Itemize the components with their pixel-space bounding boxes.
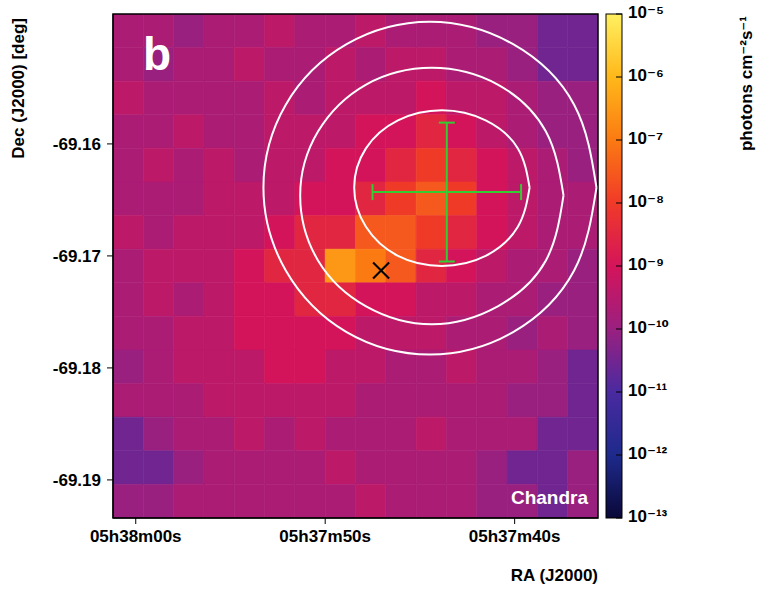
svg-text:10⁻⁹: 10⁻⁹ <box>628 255 664 274</box>
svg-text:10⁻⁶: 10⁻⁶ <box>628 66 664 85</box>
svg-text:b: b <box>143 28 171 80</box>
svg-text:05h38m00s: 05h38m00s <box>90 527 182 546</box>
svg-text:05h37m40s: 05h37m40s <box>469 527 561 546</box>
svg-text:10⁻¹⁰: 10⁻¹⁰ <box>628 318 669 337</box>
svg-text:-69.17: -69.17 <box>53 247 101 266</box>
svg-text:10⁻⁸: 10⁻⁸ <box>628 192 664 211</box>
svg-text:photons cm⁻²s⁻¹: photons cm⁻²s⁻¹ <box>737 16 756 151</box>
svg-text:Chandra: Chandra <box>511 487 589 508</box>
svg-text:-69.16: -69.16 <box>53 135 101 154</box>
svg-text:05h37m50s: 05h37m50s <box>279 527 371 546</box>
svg-text:-69.18: -69.18 <box>53 359 101 378</box>
svg-text:10⁻⁵: 10⁻⁵ <box>628 3 664 22</box>
svg-text:10⁻¹³: 10⁻¹³ <box>628 507 668 526</box>
svg-text:10⁻⁷: 10⁻⁷ <box>628 129 663 148</box>
svg-text:10⁻¹²: 10⁻¹² <box>628 444 668 463</box>
svg-text:-69.19: -69.19 <box>53 471 101 490</box>
svg-text:RA (J2000): RA (J2000) <box>511 566 598 585</box>
svg-text:Dec (J2000) [deg]: Dec (J2000) [deg] <box>9 18 28 159</box>
svg-text:10⁻¹¹: 10⁻¹¹ <box>628 381 668 400</box>
